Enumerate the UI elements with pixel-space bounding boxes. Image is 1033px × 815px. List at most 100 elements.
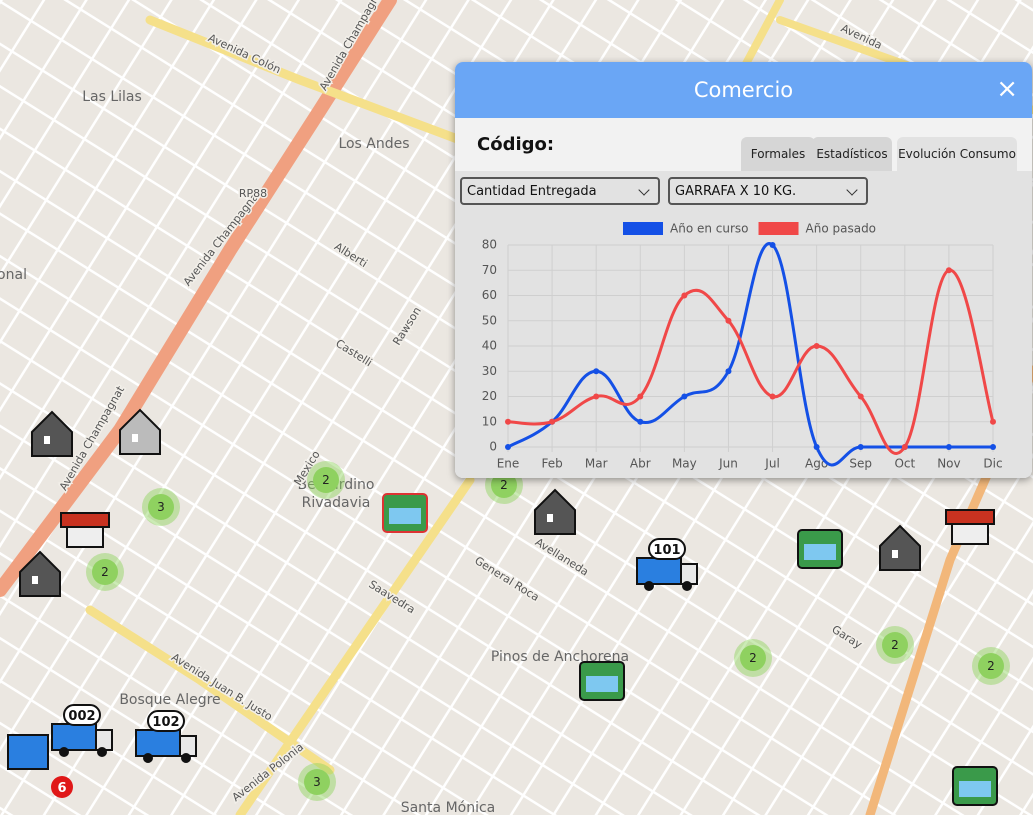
gas-icon bbox=[60, 512, 110, 528]
series-line bbox=[507, 242, 993, 467]
truck-wheel bbox=[181, 753, 191, 763]
cluster[interactable] bbox=[740, 645, 766, 671]
y-tick-label: 60 bbox=[482, 288, 497, 302]
y-tick-label: 20 bbox=[482, 389, 497, 403]
point bbox=[901, 444, 908, 450]
house-window bbox=[132, 434, 138, 442]
point bbox=[857, 393, 864, 400]
truck-body bbox=[51, 723, 97, 751]
house-window bbox=[32, 576, 38, 584]
y-tick-label: 50 bbox=[482, 313, 497, 327]
cluster-count: 2 bbox=[101, 565, 109, 579]
y-tick-label: 70 bbox=[482, 263, 497, 277]
vehicle-tag bbox=[648, 538, 686, 560]
x-tick-label: Feb bbox=[541, 457, 562, 471]
y-tick-label: 30 bbox=[482, 364, 497, 378]
popup-title: Comercio bbox=[693, 78, 794, 102]
popup: Comercio × Código: Formales Estadísticos… bbox=[455, 62, 1032, 478]
vehicle-label: 101 bbox=[653, 543, 680, 558]
y-tick-label: 10 bbox=[482, 414, 497, 428]
truck-wheel bbox=[143, 753, 153, 763]
point bbox=[725, 368, 732, 375]
point bbox=[681, 292, 688, 299]
house-window bbox=[44, 436, 50, 444]
cluster-count: 2 bbox=[500, 478, 508, 492]
point bbox=[637, 418, 644, 425]
house-icon bbox=[534, 488, 576, 535]
cluster-count: 2 bbox=[322, 473, 330, 487]
x-tick-label: Jul bbox=[764, 457, 779, 471]
point bbox=[813, 444, 820, 450]
popup-body: Cantidad Entregada GARRAFA X 10 KG. 0 10 2… bbox=[455, 171, 1032, 478]
x-tick-label: Dic bbox=[983, 457, 1002, 471]
shop-window bbox=[804, 544, 836, 560]
point bbox=[681, 393, 688, 400]
place-label: onal bbox=[0, 267, 27, 283]
legend-label: Año en curso bbox=[670, 222, 749, 236]
place-label: Rivadavia bbox=[302, 495, 371, 511]
gas-icon-base bbox=[951, 523, 989, 545]
x-tick-label: May bbox=[672, 457, 697, 471]
point bbox=[769, 242, 776, 248]
x-tick-label: Oct bbox=[894, 457, 915, 471]
point bbox=[593, 368, 600, 375]
house-window bbox=[892, 550, 898, 558]
tab-active[interactable]: Evolución Consumo bbox=[897, 137, 1017, 171]
y-tick-label: 0 bbox=[489, 440, 497, 454]
truck-wheel bbox=[644, 581, 654, 591]
cluster[interactable] bbox=[92, 559, 118, 585]
point bbox=[990, 444, 996, 450]
point bbox=[769, 393, 776, 400]
cluster-count: 2 bbox=[749, 651, 757, 665]
cluster-count: 3 bbox=[157, 500, 165, 514]
point bbox=[945, 444, 952, 450]
truck-cab bbox=[95, 729, 113, 751]
point bbox=[857, 444, 864, 450]
cluster[interactable] bbox=[882, 632, 908, 658]
cluster[interactable] bbox=[148, 494, 174, 520]
cluster[interactable] bbox=[978, 653, 1004, 679]
point bbox=[945, 267, 952, 274]
tab[interactable]: Estadísticos bbox=[812, 137, 892, 171]
legend-swatch bbox=[758, 222, 799, 235]
close-button[interactable]: × bbox=[996, 74, 1018, 104]
truck-cab bbox=[680, 563, 698, 585]
point bbox=[813, 343, 820, 349]
place-label: Las Lilas bbox=[82, 89, 142, 105]
place-label: Bosque Alegre bbox=[119, 692, 220, 708]
point bbox=[593, 393, 600, 400]
house-icon bbox=[31, 410, 73, 457]
x-tick-label: Sep bbox=[849, 457, 872, 471]
select[interactable]: GARRAFA X 10 KG. bbox=[668, 177, 868, 205]
popup-header: Comercio × bbox=[455, 62, 1032, 118]
vehicle-label: 102 bbox=[152, 715, 179, 730]
place-label: Los Andes bbox=[338, 136, 409, 152]
house-icon bbox=[19, 550, 61, 597]
house-icon bbox=[119, 408, 161, 455]
cluster[interactable] bbox=[491, 472, 517, 498]
truck-wheel bbox=[59, 747, 69, 757]
cluster[interactable] bbox=[304, 769, 330, 795]
vehicle-label: 002 bbox=[68, 709, 95, 724]
truck-body bbox=[7, 734, 49, 770]
x-tick-label: Jun bbox=[718, 457, 738, 471]
legend-swatch bbox=[623, 222, 663, 235]
truck-body bbox=[636, 557, 682, 585]
x-tick-label: Abr bbox=[630, 457, 651, 471]
truck-body bbox=[135, 729, 181, 757]
x-tick-label: Mar bbox=[585, 457, 608, 471]
point bbox=[990, 418, 996, 425]
tab[interactable]: Formales bbox=[741, 137, 815, 171]
x-tick-label: Ene bbox=[497, 457, 520, 471]
x-tick-label: Nov bbox=[937, 457, 960, 471]
select[interactable]: Cantidad Entregada bbox=[460, 177, 660, 205]
street-label: RP88 bbox=[239, 187, 267, 200]
shop-window bbox=[586, 676, 618, 692]
shop-window bbox=[959, 781, 991, 797]
cluster[interactable] bbox=[313, 467, 339, 493]
legend-label: Año pasado bbox=[806, 222, 877, 236]
point bbox=[549, 418, 556, 425]
